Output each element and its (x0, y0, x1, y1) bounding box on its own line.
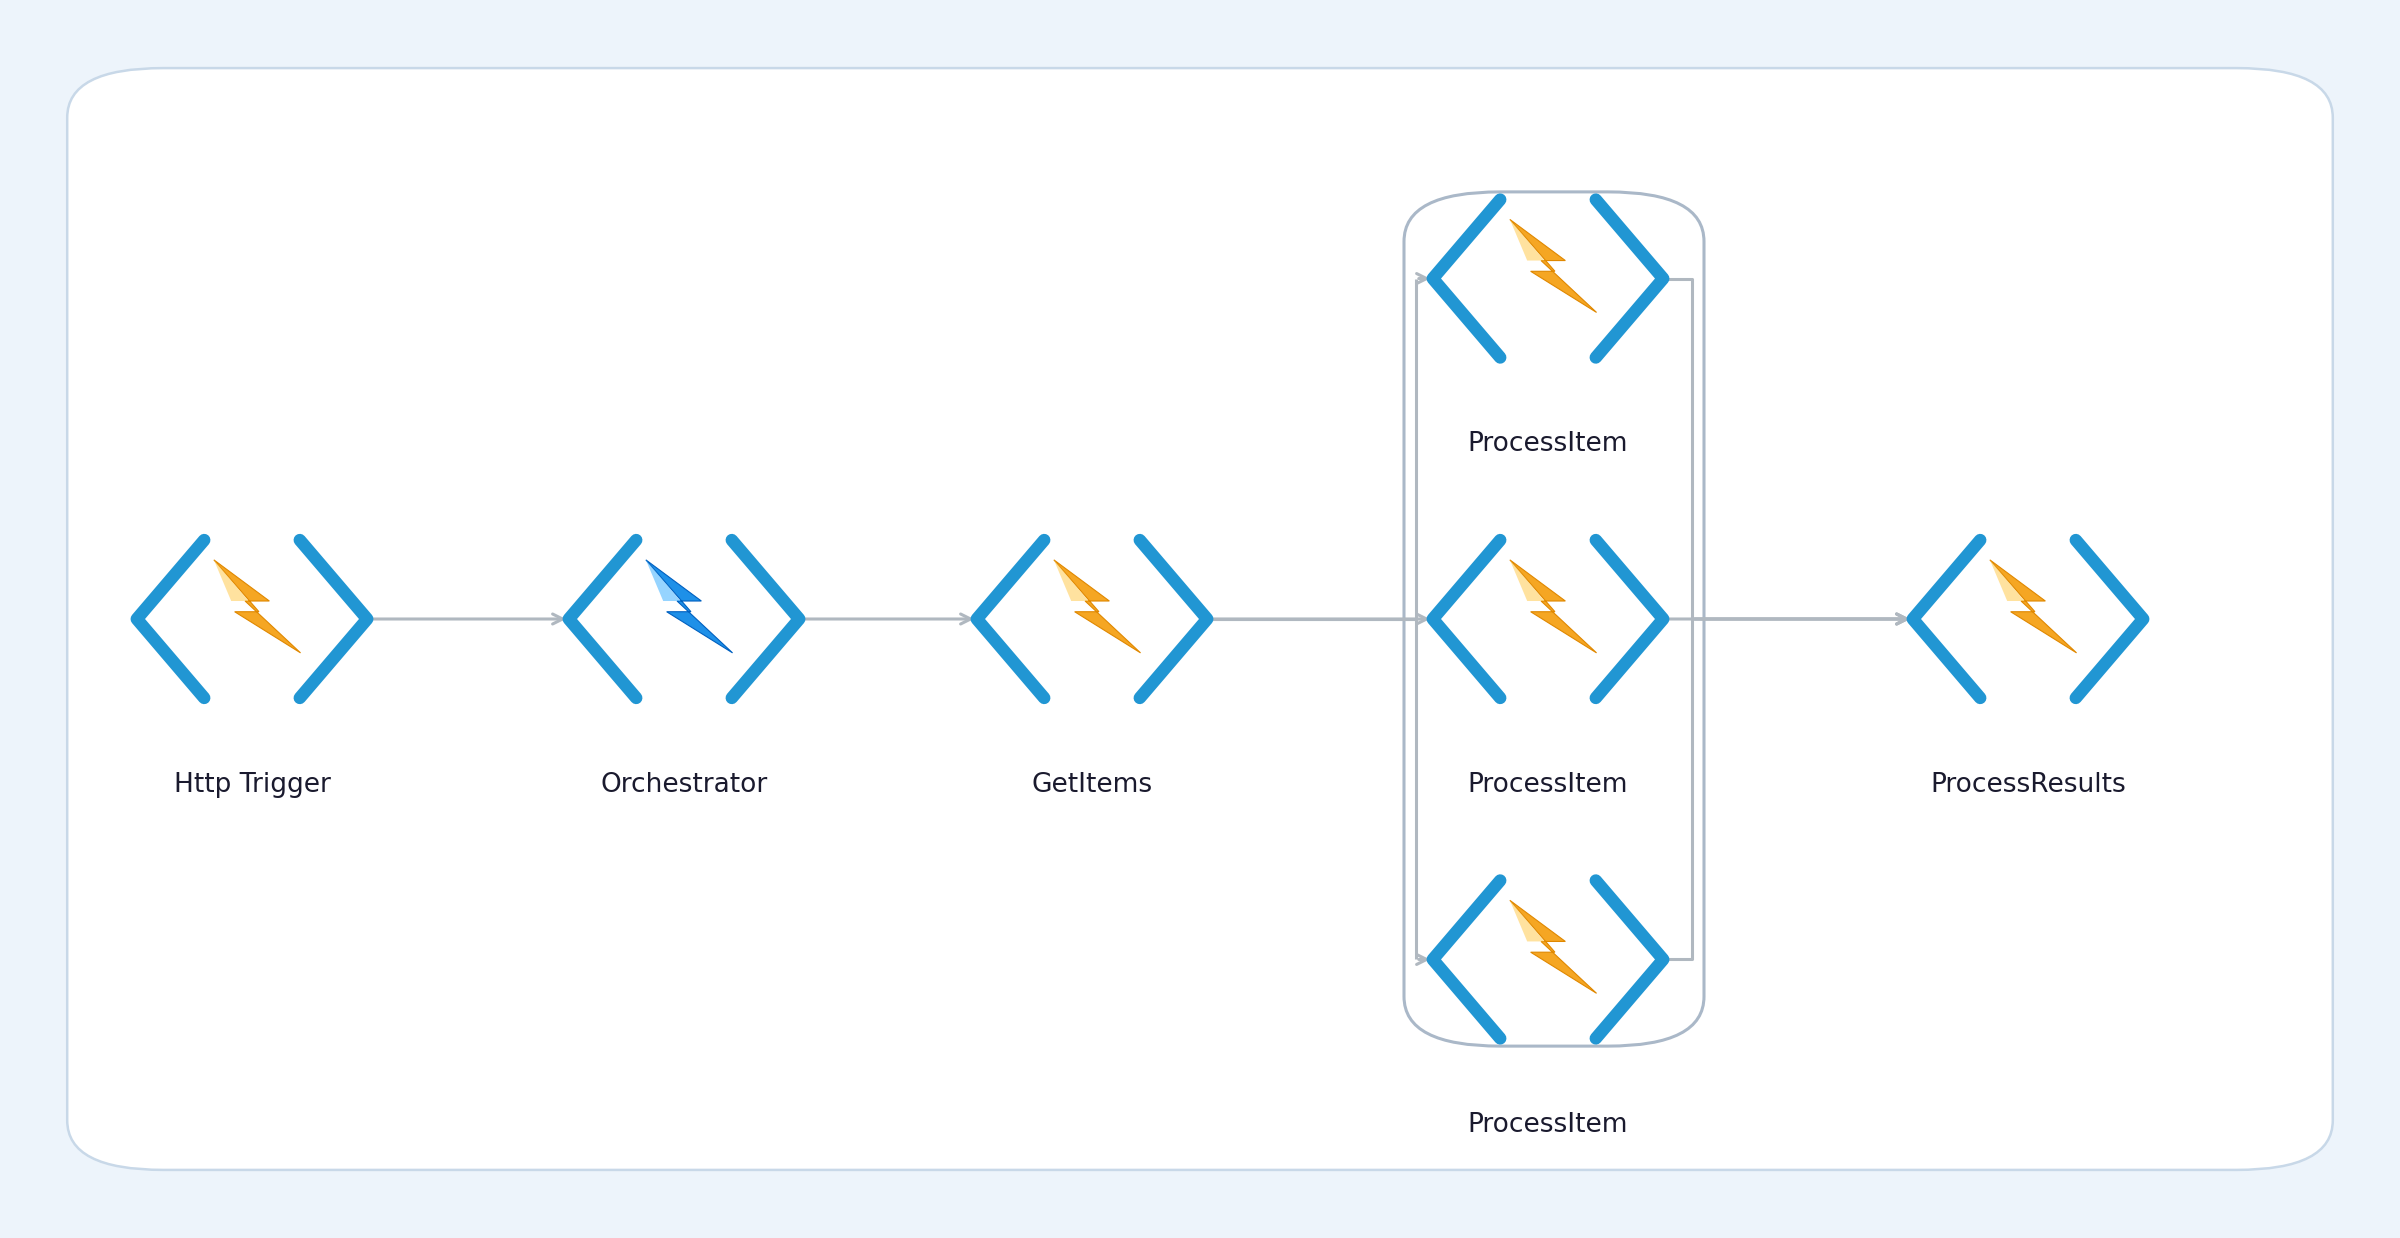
Polygon shape (1510, 900, 1596, 993)
Polygon shape (1054, 560, 1140, 652)
Text: ProcessItem: ProcessItem (1469, 431, 1627, 457)
Text: ProcessItem: ProcessItem (1469, 1112, 1627, 1138)
Polygon shape (1510, 219, 1546, 260)
Polygon shape (1990, 560, 2076, 652)
Polygon shape (1510, 560, 1546, 600)
Polygon shape (214, 560, 250, 600)
Text: Http Trigger: Http Trigger (173, 771, 331, 797)
FancyBboxPatch shape (67, 68, 2333, 1170)
Text: ProcessItem: ProcessItem (1469, 771, 1627, 797)
Polygon shape (1510, 900, 1546, 941)
Text: GetItems: GetItems (1032, 771, 1152, 797)
Polygon shape (1054, 560, 1090, 600)
Polygon shape (214, 560, 300, 652)
Polygon shape (1510, 219, 1596, 312)
Polygon shape (646, 560, 682, 600)
Text: Orchestrator: Orchestrator (600, 771, 768, 797)
Polygon shape (1990, 560, 2026, 600)
Text: ProcessResults: ProcessResults (1930, 771, 2126, 797)
Polygon shape (646, 560, 732, 652)
Polygon shape (1510, 560, 1596, 652)
